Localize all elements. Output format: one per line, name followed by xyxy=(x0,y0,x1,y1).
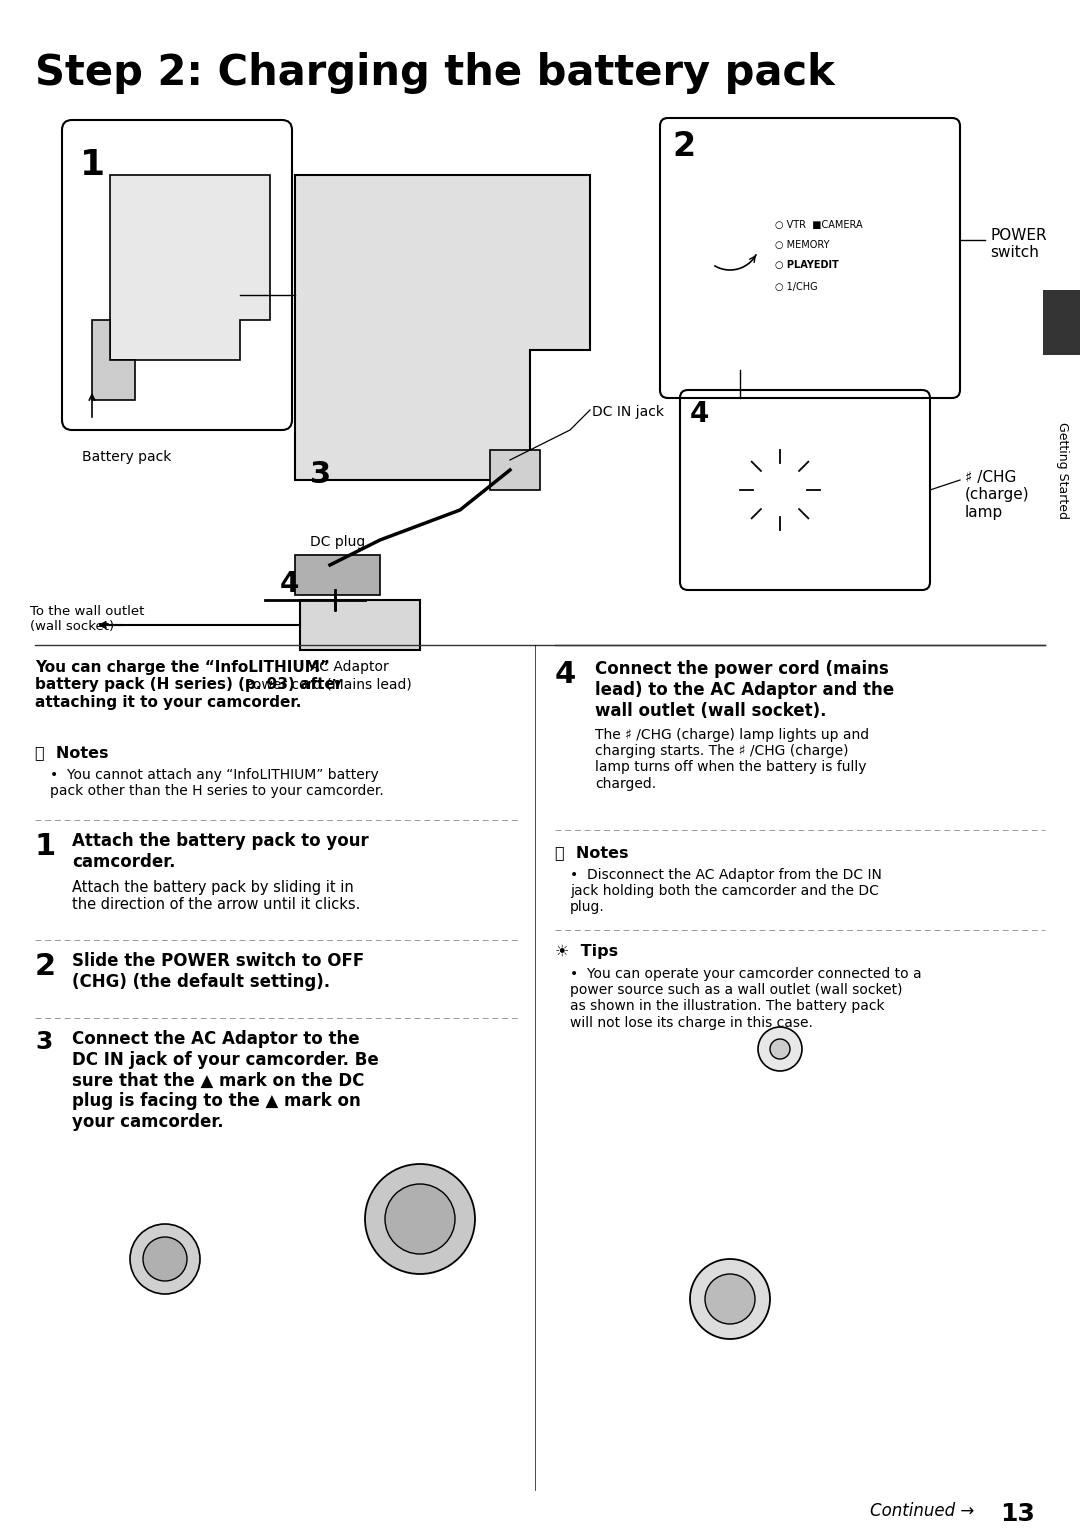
Text: Getting Started: Getting Started xyxy=(1055,422,1068,519)
Text: Slide the POWER switch to OFF
(CHG) (the default setting).: Slide the POWER switch to OFF (CHG) (the… xyxy=(72,953,364,991)
Text: You can charge the “InfoLITHIUM”
battery pack (H series) (p. 93) after
attaching: You can charge the “InfoLITHIUM” battery… xyxy=(35,660,342,709)
Text: 3: 3 xyxy=(310,460,332,489)
Text: Ⓘ  Notes: Ⓘ Notes xyxy=(35,745,108,760)
Text: Battery pack: Battery pack xyxy=(82,449,172,463)
Text: •  Disconnect the AC Adaptor from the DC IN
jack holding both the camcorder and : • Disconnect the AC Adaptor from the DC … xyxy=(570,868,882,914)
Text: •  You cannot attach any “InfoLITHIUM” battery
pack other than the H series to y: • You cannot attach any “InfoLITHIUM” ba… xyxy=(50,768,383,799)
Circle shape xyxy=(365,1163,475,1274)
Polygon shape xyxy=(300,600,420,649)
Circle shape xyxy=(758,1027,802,1071)
Text: 1: 1 xyxy=(80,148,105,182)
Polygon shape xyxy=(295,556,380,596)
Text: ○ 1/CHG: ○ 1/CHG xyxy=(775,282,818,292)
Text: Ⓘ  Notes: Ⓘ Notes xyxy=(555,845,629,860)
Text: The ♯ /CHG (charge) lamp lights up and
charging starts. The ♯ /CHG (charge)
lamp: The ♯ /CHG (charge) lamp lights up and c… xyxy=(595,728,869,791)
Polygon shape xyxy=(92,320,135,400)
Circle shape xyxy=(705,1274,755,1324)
Text: 2: 2 xyxy=(35,953,56,980)
Bar xyxy=(1043,289,1080,356)
Text: ☀  Tips: ☀ Tips xyxy=(555,943,618,959)
Text: ○ PLAYEDIT: ○ PLAYEDIT xyxy=(775,260,839,269)
Circle shape xyxy=(143,1237,187,1280)
Text: Attach the battery pack to your
camcorder.: Attach the battery pack to your camcorde… xyxy=(72,833,368,871)
Circle shape xyxy=(690,1259,770,1339)
Text: To the wall outlet
(wall socket): To the wall outlet (wall socket) xyxy=(30,605,145,633)
Text: 4: 4 xyxy=(555,660,577,689)
Text: 4: 4 xyxy=(690,400,710,428)
Text: Power cord (Mains lead): Power cord (Mains lead) xyxy=(245,679,411,693)
Text: 1: 1 xyxy=(35,833,56,860)
Text: POWER
switch: POWER switch xyxy=(990,228,1047,260)
Text: DC plug: DC plug xyxy=(310,536,365,549)
Text: ○ MEMORY: ○ MEMORY xyxy=(775,240,829,249)
Polygon shape xyxy=(490,449,540,489)
Text: Continued →: Continued → xyxy=(870,1502,974,1521)
Text: •  You can operate your camcorder connected to a
power source such as a wall out: • You can operate your camcorder connect… xyxy=(570,966,921,1030)
Text: 13: 13 xyxy=(1000,1502,1035,1527)
Polygon shape xyxy=(295,175,590,480)
Text: Attach the battery pack by sliding it in
the direction of the arrow until it cli: Attach the battery pack by sliding it in… xyxy=(72,880,361,913)
Text: Step 2: Charging the battery pack: Step 2: Charging the battery pack xyxy=(35,52,835,94)
Text: ♯ /CHG
(charge)
lamp: ♯ /CHG (charge) lamp xyxy=(966,469,1029,520)
Polygon shape xyxy=(110,175,270,360)
Text: Connect the power cord (mains
lead) to the AC Adaptor and the
wall outlet (wall : Connect the power cord (mains lead) to t… xyxy=(595,660,894,720)
Text: 2: 2 xyxy=(672,129,696,163)
Circle shape xyxy=(770,1039,789,1059)
Circle shape xyxy=(130,1224,200,1294)
Text: Connect the AC Adaptor to the
DC IN jack of your camcorder. Be
sure that the ▲ m: Connect the AC Adaptor to the DC IN jack… xyxy=(72,1030,379,1131)
Text: AC Adaptor: AC Adaptor xyxy=(310,660,389,674)
Circle shape xyxy=(384,1183,455,1254)
Text: DC IN jack: DC IN jack xyxy=(592,405,664,419)
Text: 4: 4 xyxy=(280,569,299,599)
Text: 3: 3 xyxy=(35,1030,52,1054)
Text: ○ VTR  ■CAMERA: ○ VTR ■CAMERA xyxy=(775,220,863,229)
